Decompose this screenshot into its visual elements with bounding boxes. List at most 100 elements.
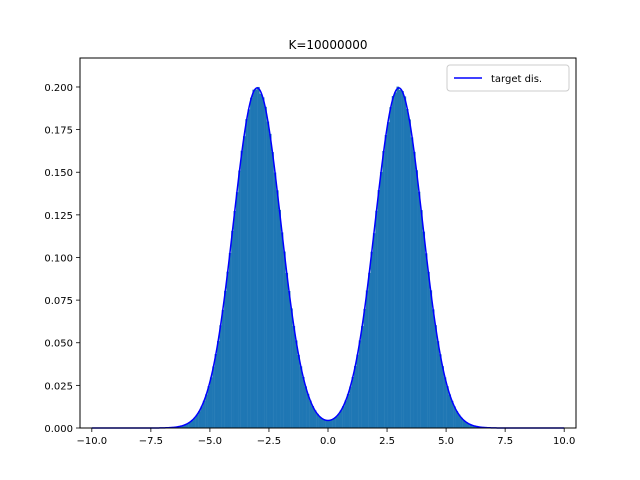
histogram-bar	[344, 400, 348, 428]
histogram-bar	[462, 420, 466, 428]
histogram-bar	[443, 377, 447, 428]
histogram-bar	[299, 366, 303, 428]
histogram-bar	[335, 416, 338, 428]
y-axis: 0.000 0.025 0.050 0.075 0.100 0.125 0.150 0.175…	[44, 83, 80, 435]
histogram-bar	[439, 354, 442, 428]
histogram-bar	[306, 393, 310, 428]
histogram-bar	[318, 416, 322, 428]
x-axis: −10.0 −7.5 −5.0 −2.5 0.0 2.5 5.0 7.5 10.0	[76, 428, 575, 447]
histogram-bar	[365, 290, 369, 428]
histogram-bar	[396, 86, 400, 429]
histogram-bar	[372, 233, 376, 428]
histogram-bar	[311, 406, 315, 428]
histogram-bar	[328, 420, 331, 428]
histogram-bar	[247, 109, 251, 429]
histogram-bar	[349, 386, 352, 428]
histogram-bar	[405, 109, 409, 429]
histogram-bar	[250, 97, 253, 428]
histogram-bar	[224, 290, 227, 428]
histogram-bar	[233, 210, 237, 428]
histogram-bar	[323, 419, 326, 428]
histogram-bar	[370, 251, 374, 428]
histogram-bar	[193, 417, 196, 428]
histogram-bar	[417, 191, 421, 428]
histogram-bar	[346, 394, 350, 428]
y-tick-label: 0.075	[44, 296, 73, 307]
histogram-bar	[242, 136, 246, 428]
histogram-bar	[240, 150, 244, 429]
histogram-bar	[292, 325, 296, 428]
histogram-bar	[384, 135, 388, 429]
x-tick-label: −2.5	[257, 436, 281, 447]
x-tick-label: 2.5	[379, 436, 395, 447]
histogram-bar	[186, 423, 189, 428]
y-tick-label: 0.175	[44, 126, 73, 137]
histogram-bar	[450, 400, 454, 428]
histogram-bar	[209, 377, 213, 428]
histogram-bar	[245, 119, 248, 428]
histogram-bar	[434, 325, 437, 428]
histogram-bar	[337, 413, 341, 428]
histogram-bar	[441, 366, 444, 428]
histogram-bar	[422, 231, 426, 428]
histogram-bar	[474, 426, 477, 428]
histogram-bar	[339, 410, 343, 428]
histogram-bar	[351, 376, 355, 428]
histogram-bar	[309, 400, 312, 428]
histogram-bar	[332, 418, 336, 428]
x-tick-label: 5.0	[438, 436, 454, 447]
histogram-bar	[446, 386, 449, 428]
histogram-bar	[424, 253, 428, 428]
histogram-bar	[368, 272, 371, 428]
histogram-bar	[353, 366, 357, 428]
histogram-bar	[273, 172, 277, 428]
x-tick-label: −5.0	[198, 436, 222, 447]
histogram-bar	[278, 209, 281, 428]
histogram-bar	[408, 119, 411, 428]
histogram-bar	[313, 410, 317, 428]
histogram-bar	[252, 89, 255, 429]
histogram-bar	[188, 422, 192, 428]
histogram-bar	[410, 137, 414, 428]
histogram-bar	[214, 354, 218, 428]
histogram-bars	[150, 86, 506, 429]
histogram-bar	[219, 325, 222, 428]
x-tick-label: 7.5	[497, 436, 513, 447]
legend: target dis.	[446, 64, 570, 92]
histogram-bar	[377, 190, 381, 428]
histogram-bar	[467, 423, 470, 428]
histogram-bar	[436, 341, 440, 428]
histogram-bar	[231, 230, 234, 428]
histogram-bar	[415, 170, 418, 429]
histogram-bar	[216, 341, 220, 428]
histogram-bar	[431, 309, 435, 428]
histogram-bar	[361, 326, 364, 428]
chart-title: K=10000000	[288, 38, 367, 52]
histogram-bar	[221, 309, 225, 428]
y-tick-label: 0.050	[44, 339, 73, 350]
histogram-bar	[254, 89, 258, 428]
histogram-bar	[358, 340, 362, 428]
histogram-bar	[363, 308, 366, 428]
histogram-bar	[453, 406, 456, 428]
y-tick-label: 0.150	[44, 168, 73, 179]
histogram-bar	[290, 308, 293, 428]
histogram-bar	[302, 376, 305, 428]
histogram-bar	[469, 424, 473, 428]
histogram-bar	[427, 271, 430, 428]
histogram-bar	[379, 172, 383, 428]
histogram-bar	[304, 386, 307, 428]
histogram-bar	[261, 97, 265, 429]
histogram-bar	[266, 121, 270, 428]
histogram-bar	[228, 252, 232, 428]
histogram-bar	[264, 106, 267, 428]
histogram-bar	[455, 411, 459, 428]
histogram-bar	[276, 190, 279, 428]
histogram-bar	[382, 151, 385, 428]
histogram-bar	[401, 91, 404, 429]
histogram-bar	[259, 93, 263, 429]
histogram-bar	[394, 92, 397, 429]
histogram-bar	[268, 133, 272, 428]
histogram-bar	[464, 422, 468, 428]
